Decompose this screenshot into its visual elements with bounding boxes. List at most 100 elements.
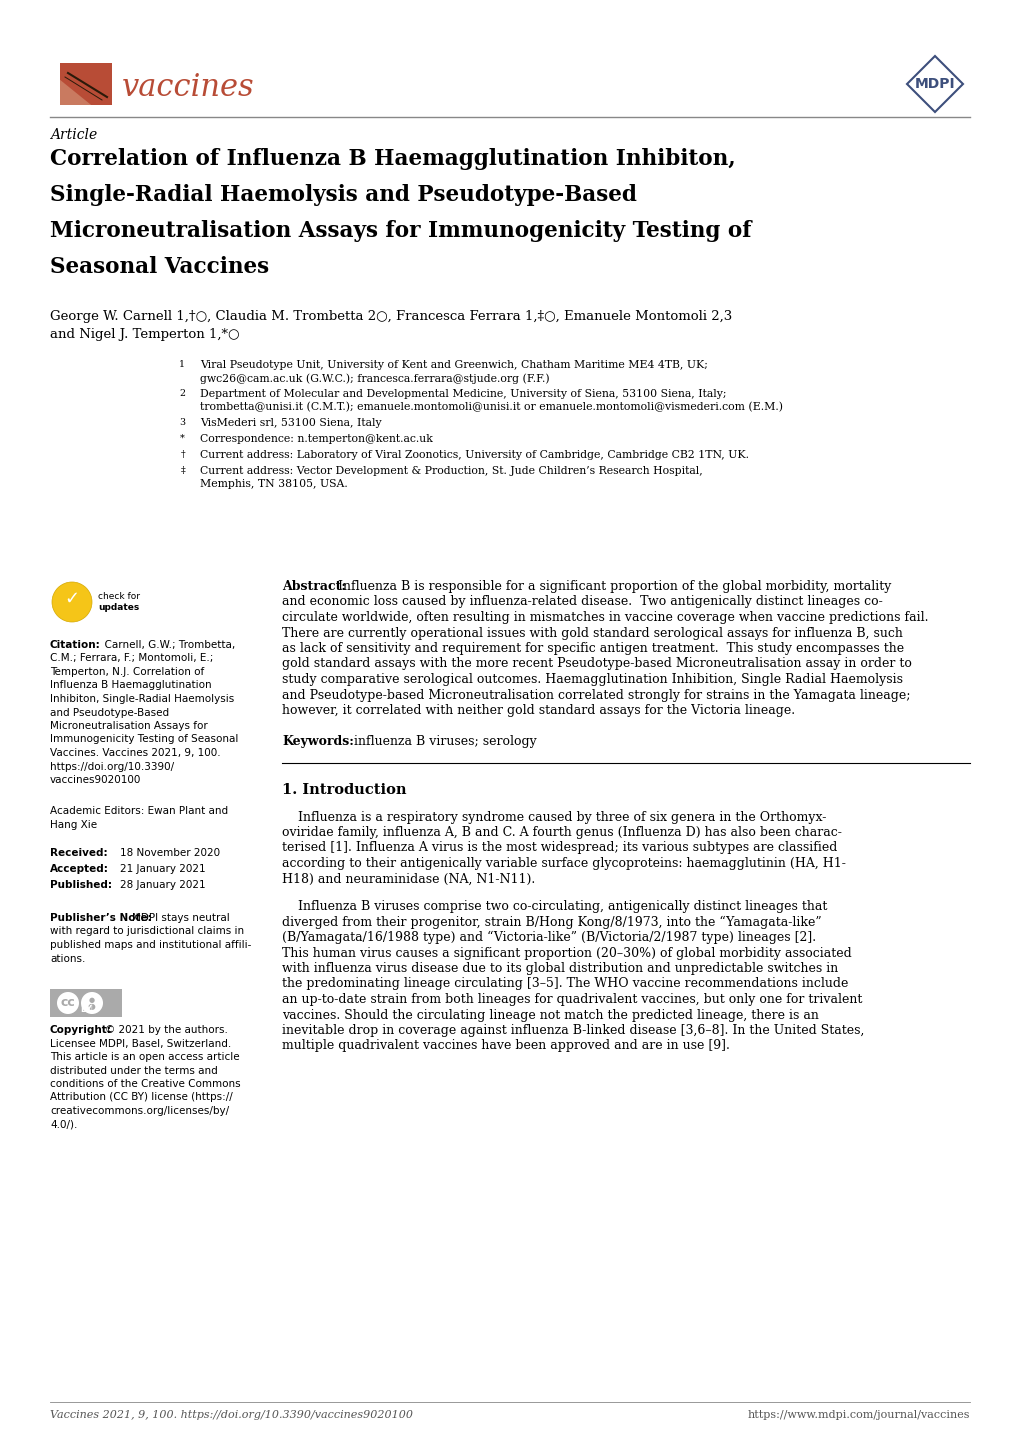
Bar (50, 989, 122, 1017)
Text: trombetta@unisi.it (C.M.T.); emanuele.montomoli@unisi.it or emanuele.montomoli@v: trombetta@unisi.it (C.M.T.); emanuele.mo… (200, 402, 783, 412)
Text: George W. Carnell 1,†○, Claudia M. Trombetta 2○, Francesca Ferrara 1,‡○, Emanuel: George W. Carnell 1,†○, Claudia M. Tromb… (50, 310, 732, 323)
Text: Influenza B Haemagglutination: Influenza B Haemagglutination (50, 681, 211, 691)
Text: Hang Xie: Hang Xie (50, 820, 97, 831)
Text: the predominating lineage circulating [3–5]. The WHO vaccine recommendations inc: the predominating lineage circulating [3… (281, 978, 848, 991)
Text: and Nigel J. Temperton 1,*○: and Nigel J. Temperton 1,*○ (50, 327, 239, 340)
Text: and Pseudotype-based Microneutralisation correlated strongly for strains in the : and Pseudotype-based Microneutralisation… (281, 688, 910, 701)
Text: as lack of sensitivity and requirement for specific antigen treatment.  This stu: as lack of sensitivity and requirement f… (281, 642, 903, 655)
Text: Publisher’s Note:: Publisher’s Note: (50, 913, 152, 923)
Text: 4.0/).: 4.0/). (50, 1119, 77, 1129)
Text: Correspondence: n.temperton@kent.ac.uk: Correspondence: n.temperton@kent.ac.uk (200, 434, 432, 444)
Text: Immunogenicity Testing of Seasonal: Immunogenicity Testing of Seasonal (50, 734, 238, 744)
Text: Vaccines 2021, 9, 100. https://doi.org/10.3390/vaccines9020100: Vaccines 2021, 9, 100. https://doi.org/1… (50, 1410, 413, 1420)
Text: cc: cc (60, 996, 75, 1009)
Circle shape (57, 992, 78, 1014)
Text: H18) and neuraminidase (NA, N1-N11).: H18) and neuraminidase (NA, N1-N11). (281, 872, 535, 885)
Text: an up-to-date strain from both lineages for quadrivalent vaccines, but only one : an up-to-date strain from both lineages … (281, 994, 861, 1007)
Text: gwc26@cam.ac.uk (G.W.C.); francesca.ferrara@stjude.org (F.F.): gwc26@cam.ac.uk (G.W.C.); francesca.ferr… (200, 373, 549, 384)
Text: Temperton, N.J. Correlation of: Temperton, N.J. Correlation of (50, 668, 204, 676)
Text: Microneutralisation Assays for Immunogenicity Testing of: Microneutralisation Assays for Immunogen… (50, 221, 751, 242)
Text: terised [1]. Influenza A virus is the most widespread; its various subtypes are : terised [1]. Influenza A virus is the mo… (281, 842, 837, 855)
Text: distributed under the terms and: distributed under the terms and (50, 1066, 217, 1076)
Text: Citation:: Citation: (50, 640, 101, 650)
Text: Inhibiton, Single-Radial Haemolysis: Inhibiton, Single-Radial Haemolysis (50, 694, 234, 704)
Text: Viral Pseudotype Unit, University of Kent and Greenwich, Chatham Maritime ME4 4T: Viral Pseudotype Unit, University of Ken… (200, 360, 707, 371)
Text: gold standard assays with the more recent Pseudotype-based Microneutralisation a: gold standard assays with the more recen… (281, 658, 911, 671)
Bar (60, 63, 112, 105)
Text: ‡: ‡ (180, 466, 184, 474)
Text: 21 January 2021: 21 January 2021 (120, 864, 206, 874)
Text: 18 November 2020: 18 November 2020 (120, 848, 220, 858)
Text: (B/Yamagata/16/1988 type) and “Victoria-like” (B/Victoria/2/1987 type) lineages : (B/Yamagata/16/1988 type) and “Victoria-… (281, 932, 815, 945)
Text: however, it correlated with neither gold standard assays for the Victoria lineag: however, it correlated with neither gold… (281, 704, 795, 717)
Text: 3: 3 (178, 418, 184, 427)
Text: ◖◗: ◖◗ (88, 1002, 96, 1011)
Text: Influenza B is responsible for a significant proportion of the global morbidity,: Influenza B is responsible for a signifi… (333, 580, 891, 593)
Text: https://www.mdpi.com/journal/vaccines: https://www.mdpi.com/journal/vaccines (747, 1410, 969, 1420)
Text: 1: 1 (178, 360, 184, 369)
Text: MDPI stays neutral: MDPI stays neutral (131, 913, 229, 923)
Polygon shape (60, 79, 91, 105)
Text: 2: 2 (178, 389, 184, 398)
Text: Academic Editors: Ewan Plant and: Academic Editors: Ewan Plant and (50, 806, 228, 816)
Text: conditions of the Creative Commons: conditions of the Creative Commons (50, 1079, 240, 1089)
Text: Current address: Laboratory of Viral Zoonotics, University of Cambridge, Cambrid: Current address: Laboratory of Viral Zoo… (200, 450, 748, 460)
Text: and Pseudotype-Based: and Pseudotype-Based (50, 708, 169, 718)
Text: https://doi.org/10.3390/: https://doi.org/10.3390/ (50, 761, 174, 771)
Text: study comparative serological outcomes. Haemagglutination Inhibition, Single Rad: study comparative serological outcomes. … (281, 673, 902, 686)
Text: C.M.; Ferrara, F.; Montomoli, E.;: C.M.; Ferrara, F.; Montomoli, E.; (50, 653, 213, 663)
Circle shape (52, 583, 92, 622)
Text: with influenza virus disease due to its global distribution and unpredictable sw: with influenza virus disease due to its … (281, 962, 838, 975)
Text: ●: ● (89, 996, 95, 1004)
Text: and economic loss caused by influenza-related disease.  Two antigenically distin: and economic loss caused by influenza-re… (281, 596, 881, 609)
Text: This human virus causes a significant proportion (20–30%) of global morbidity as: This human virus causes a significant pr… (281, 946, 851, 959)
Text: check for: check for (98, 593, 140, 601)
Text: 28 January 2021: 28 January 2021 (120, 880, 206, 890)
Text: Accepted:: Accepted: (50, 864, 109, 874)
Circle shape (81, 992, 103, 1014)
Text: influenza B viruses; serology: influenza B viruses; serology (354, 734, 536, 747)
Text: †: † (180, 450, 184, 459)
Text: Seasonal Vaccines: Seasonal Vaccines (50, 257, 269, 278)
Text: vaccines9020100: vaccines9020100 (50, 774, 142, 784)
Text: Microneutralisation Assays for: Microneutralisation Assays for (50, 721, 208, 731)
Text: This article is an open access article: This article is an open access article (50, 1053, 239, 1061)
Text: published maps and institutional affili-: published maps and institutional affili- (50, 940, 251, 950)
Text: Copyright:: Copyright: (50, 1025, 112, 1035)
Text: ations.: ations. (50, 953, 86, 963)
Text: Single-Radial Haemolysis and Pseudotype-Based: Single-Radial Haemolysis and Pseudotype-… (50, 185, 636, 206)
Text: VisMederi srl, 53100 Siena, Italy: VisMederi srl, 53100 Siena, Italy (200, 418, 381, 428)
Text: Attribution (CC BY) license (https://: Attribution (CC BY) license (https:// (50, 1093, 232, 1103)
Text: Correlation of Influenza B Haemagglutination Inhibiton,: Correlation of Influenza B Haemagglutina… (50, 149, 735, 170)
Text: vaccines: vaccines (122, 72, 255, 102)
Text: *: * (180, 434, 184, 443)
Text: Abstract:: Abstract: (281, 580, 345, 593)
Text: Article: Article (50, 128, 97, 141)
Text: BY: BY (79, 1005, 92, 1015)
Text: creativecommons.org/licenses/by/: creativecommons.org/licenses/by/ (50, 1106, 229, 1116)
Text: multiple quadrivalent vaccines have been approved and are in use [9].: multiple quadrivalent vaccines have been… (281, 1040, 730, 1053)
Text: There are currently operational issues with gold standard serological assays for: There are currently operational issues w… (281, 626, 902, 639)
Text: Department of Molecular and Developmental Medicine, University of Siena, 53100 S: Department of Molecular and Developmenta… (200, 389, 726, 399)
Text: Published:: Published: (50, 880, 112, 890)
Text: Influenza B viruses comprise two co-circulating, antigenically distinct lineages: Influenza B viruses comprise two co-circ… (281, 900, 826, 913)
Text: Received:: Received: (50, 848, 108, 858)
Text: circulate worldwide, often resulting in mismatches in vaccine coverage when vacc: circulate worldwide, often resulting in … (281, 611, 927, 624)
Text: ✓: ✓ (64, 590, 79, 609)
Text: according to their antigenically variable surface glycoproteins: haemagglutinin : according to their antigenically variabl… (281, 857, 845, 870)
Text: 1. Introduction: 1. Introduction (281, 783, 407, 796)
Text: Carnell, G.W.; Trombetta,: Carnell, G.W.; Trombetta, (98, 640, 235, 650)
Text: inevitable drop in coverage against influenza B-linked disease [3,6–8]. In the U: inevitable drop in coverage against infl… (281, 1024, 863, 1037)
Text: with regard to jurisdictional claims in: with regard to jurisdictional claims in (50, 927, 244, 936)
Text: Memphis, TN 38105, USA.: Memphis, TN 38105, USA. (200, 479, 347, 489)
Text: oviridae family, influenza A, B and C. A fourth genus (Influenza D) has also bee: oviridae family, influenza A, B and C. A… (281, 826, 841, 839)
Text: Licensee MDPI, Basel, Switzerland.: Licensee MDPI, Basel, Switzerland. (50, 1038, 231, 1048)
Text: Keywords:: Keywords: (281, 734, 354, 747)
Text: vaccines. Should the circulating lineage not match the predicted lineage, there : vaccines. Should the circulating lineage… (281, 1008, 818, 1021)
Text: updates: updates (98, 603, 140, 611)
Text: Current address: Vector Development & Production, St. Jude Children’s Research H: Current address: Vector Development & Pr… (200, 466, 702, 476)
Text: Vaccines. Vaccines 2021, 9, 100.: Vaccines. Vaccines 2021, 9, 100. (50, 748, 220, 758)
Text: diverged from their progenitor, strain B/Hong Kong/8/1973, into the “Yamagata-li: diverged from their progenitor, strain B… (281, 916, 821, 929)
Text: © 2021 by the authors.: © 2021 by the authors. (105, 1025, 227, 1035)
Text: MDPI: MDPI (914, 76, 955, 91)
